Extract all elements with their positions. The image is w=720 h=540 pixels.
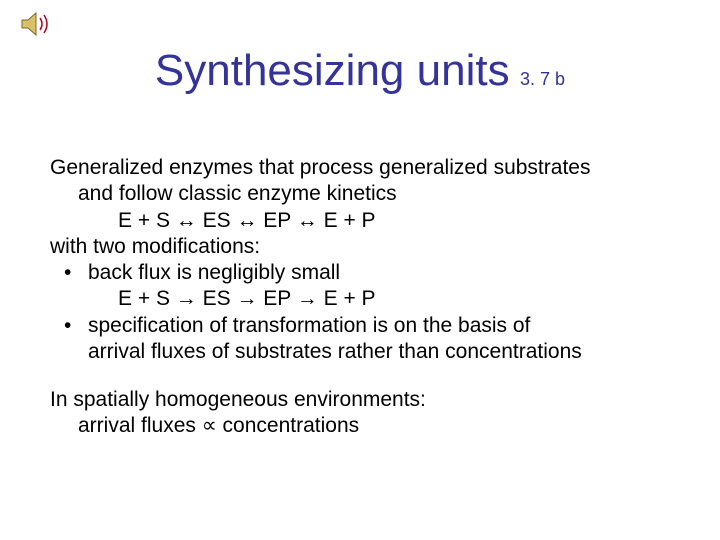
bullet-item: • specification of transformation is on … [50,313,680,366]
body-line: Generalized enzymes that process general… [50,155,680,181]
bullet-marker: • [50,260,88,286]
slide-body: Generalized enzymes that process general… [50,155,680,440]
slide-title: Synthesizing units [155,46,510,95]
bullet-text: back flux is negligibly small [88,260,680,286]
slide-title-number: 3. 7 b [520,69,565,89]
body-line: and follow classic enzyme kinetics [50,181,680,207]
equation-line: E + S ↔ ES ↔ EP ↔ E + P [50,208,680,234]
body-line: with two modifications: [50,234,680,260]
body-line: In spatially homogeneous environments: [50,387,680,413]
body-line: arrival fluxes ∝ concentrations [50,413,680,439]
bullet-marker: • [50,313,88,366]
title-block: Synthesizing units 3. 7 b [0,46,720,96]
bullet-item: • back flux is negligibly small [50,260,680,286]
speaker-sound-icon [20,10,54,43]
bullet-text: specification of transformation is on th… [88,313,680,366]
bullet-text-line: specification of transformation is on th… [88,314,530,337]
equation-line: E + S → ES → EP → E + P [50,286,680,312]
slide: Synthesizing units 3. 7 b Generalized en… [0,0,720,540]
bullet-text-line: arrival fluxes of substrates rather than… [88,340,582,363]
